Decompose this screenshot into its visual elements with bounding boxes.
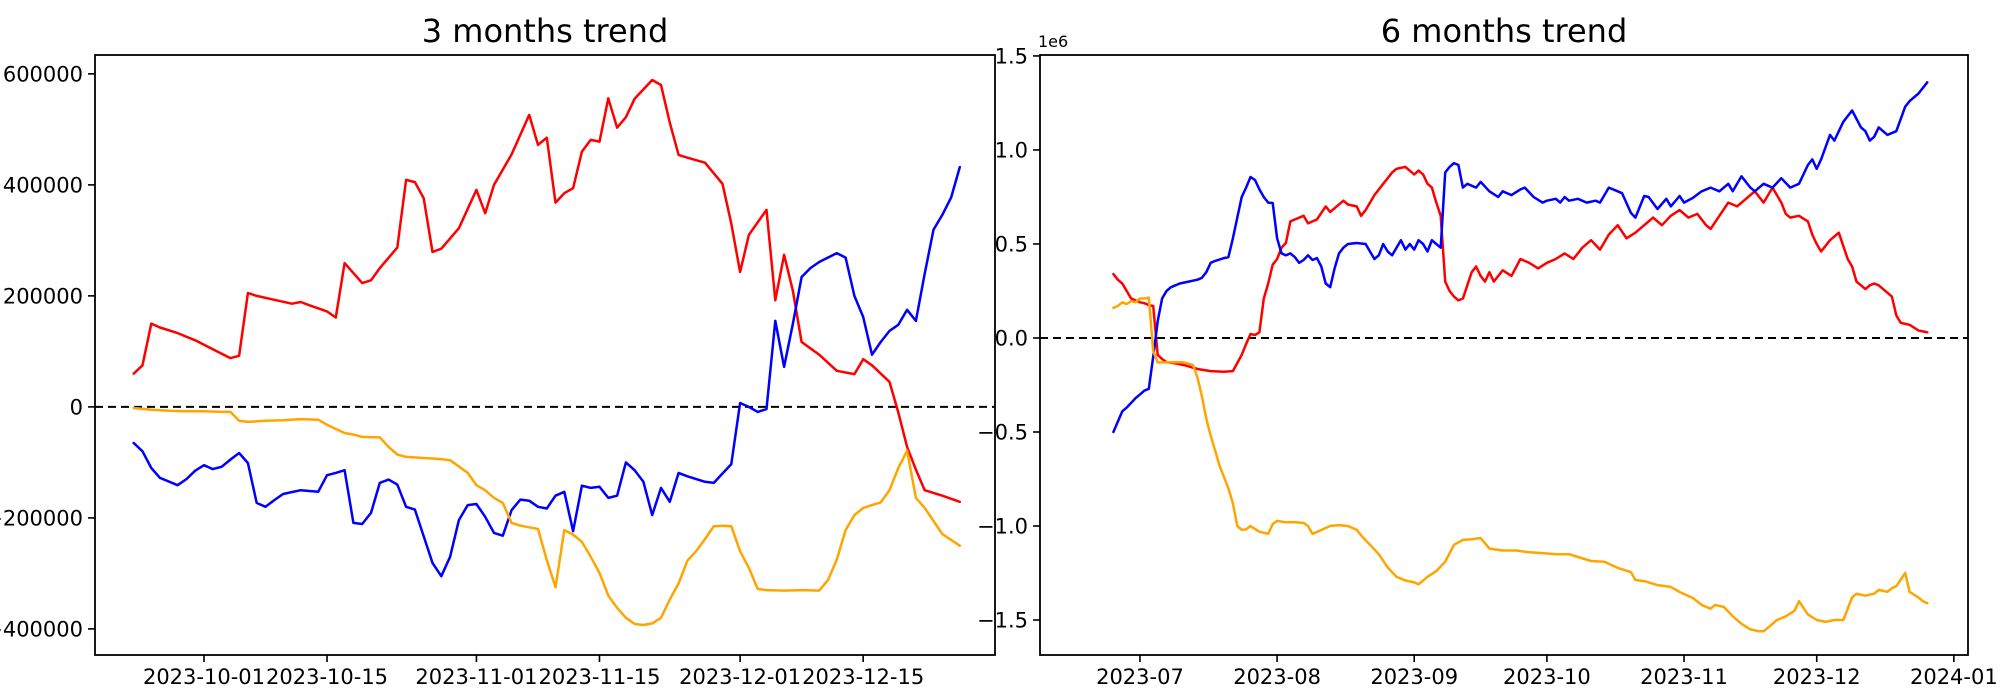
x-tick-label: 2023-12 xyxy=(1773,665,1861,689)
y-axis: 1.5 1.0 0.5 0.0 −0.5 −1.0 −1.5 xyxy=(977,44,1040,633)
x-tick-label: 2023-12-15 xyxy=(802,665,924,689)
x-tick-label: 2023-10-01 xyxy=(143,665,265,689)
y-tick-label: −400000 xyxy=(0,617,83,641)
y-tick-label: 0.0 xyxy=(995,326,1028,350)
chart-title: 3 months trend xyxy=(422,12,669,50)
series-orange-line xyxy=(132,406,962,627)
x-tick-label: 2023-10 xyxy=(1503,665,1591,689)
y-axis: 600000 400000 200000 0 −200000 −400000 xyxy=(0,62,95,641)
plot-border xyxy=(94,54,996,656)
x-tick-label: 2023-09 xyxy=(1370,665,1458,689)
y-tick-label: 200000 xyxy=(3,284,83,308)
x-tick-label: 2023-11 xyxy=(1640,665,1728,689)
x-tick-label: 2023-08 xyxy=(1233,665,1321,689)
series-blue-line xyxy=(132,165,962,578)
x-axis: 2023-07 2023-08 2023-09 2023-10 2023-11 2023-… xyxy=(1096,655,1998,689)
plot-border xyxy=(1039,54,1969,656)
x-tick-label: 2023-11-01 xyxy=(415,665,537,689)
series-blue-line xyxy=(1112,81,1929,434)
x-tick-label: 2023-10-15 xyxy=(266,665,388,689)
x-axis: 2023-10-01 2023-10-15 2023-11-01 2023-11-15… xyxy=(143,655,924,689)
x-tick-label: 2023-07 xyxy=(1096,665,1184,689)
y-tick-label: 400000 xyxy=(3,173,83,197)
x-tick-label: 2023-11-15 xyxy=(538,665,660,689)
series-orange-line xyxy=(1112,296,1929,633)
series-red-line xyxy=(1112,165,1929,374)
y-tick-label: 600000 xyxy=(3,62,83,86)
x-tick-label: 2023-12-01 xyxy=(679,665,801,689)
chart-title: 6 months trend xyxy=(1381,12,1628,50)
y-tick-label: 0 xyxy=(70,395,83,419)
y-tick-label: −1.5 xyxy=(977,609,1028,633)
x-tick-label: 2024-01 xyxy=(1910,665,1998,689)
y-tick-label: −0.5 xyxy=(977,420,1028,444)
y-tick-label: 1.0 xyxy=(995,138,1028,162)
y-tick-label: −200000 xyxy=(0,506,83,530)
y-axis-offset-label: 1e6 xyxy=(1038,32,1068,51)
y-tick-label: 1.5 xyxy=(995,44,1028,68)
y-tick-label: −1.0 xyxy=(977,515,1028,539)
y-tick-label: 0.5 xyxy=(995,232,1028,256)
series-red-line xyxy=(132,78,962,504)
